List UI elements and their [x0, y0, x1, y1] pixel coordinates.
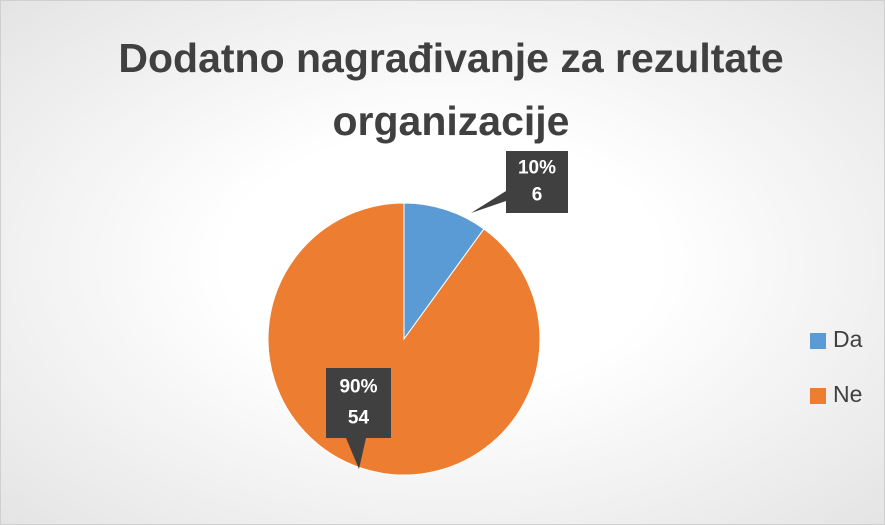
legend-swatch: [810, 388, 826, 404]
label-box: [506, 151, 568, 213]
data-label: 90%: [339, 377, 377, 398]
data-label: 54: [348, 407, 370, 428]
data-label: 6: [532, 185, 543, 206]
pie-slice: [403, 202, 485, 341]
label-box: [326, 368, 391, 438]
label-pointer: [471, 191, 506, 213]
legend-swatch: [810, 333, 826, 349]
chart-title: Dodatno nagrađivanje za rezultate organi…: [118, 35, 784, 144]
legend-label: Da: [833, 326, 863, 352]
data-label: 10%: [518, 157, 556, 178]
pie-slice: [267, 202, 541, 476]
legend-label: Ne: [833, 381, 862, 407]
label-pointer: [346, 438, 366, 469]
